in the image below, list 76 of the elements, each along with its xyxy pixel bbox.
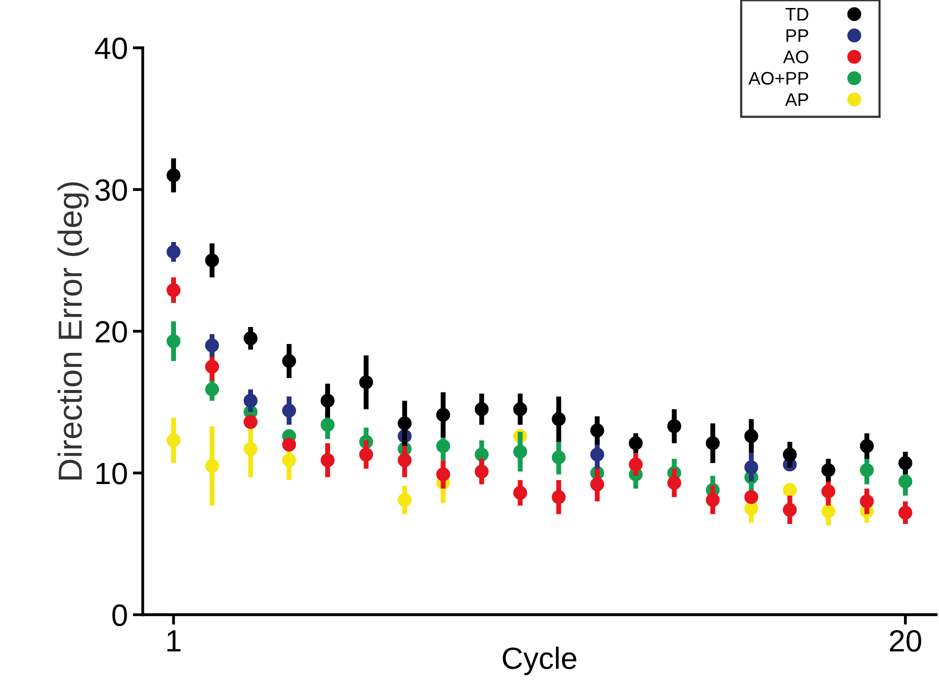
- point: [552, 412, 566, 426]
- point: [898, 506, 912, 520]
- point: [166, 433, 180, 448]
- point: [398, 453, 412, 468]
- point: [244, 331, 258, 346]
- point: [282, 354, 296, 368]
- point: [860, 463, 874, 478]
- point: [166, 168, 180, 182]
- point: [821, 484, 836, 498]
- point: [898, 456, 912, 470]
- y-tick-label: 0: [112, 604, 127, 626]
- point: [782, 502, 797, 517]
- point: [782, 448, 797, 462]
- point: [436, 467, 450, 482]
- point: [205, 360, 220, 374]
- point: [513, 444, 528, 459]
- point: [590, 477, 604, 492]
- point: [513, 486, 528, 500]
- point: [821, 504, 836, 518]
- y-tick-label: 30: [95, 179, 127, 201]
- legend-label: PP: [786, 29, 808, 42]
- point: [244, 415, 258, 429]
- legend-label: TD: [785, 8, 808, 20]
- legend-label: AO: [783, 50, 808, 64]
- point: [282, 453, 296, 468]
- point: [205, 338, 220, 352]
- point: [821, 463, 836, 478]
- point: [667, 476, 682, 490]
- point: [166, 334, 180, 348]
- y-tick-label: 20: [96, 320, 127, 343]
- point: [474, 448, 489, 462]
- point: [552, 490, 566, 504]
- point: [398, 416, 412, 430]
- point: [398, 492, 412, 507]
- point: [474, 402, 489, 416]
- x-axis-title: Cycle: [502, 646, 576, 676]
- point: [436, 408, 450, 422]
- point: [744, 490, 758, 504]
- point: [706, 492, 720, 507]
- point: [205, 458, 220, 473]
- point: [282, 404, 296, 418]
- point: [628, 436, 643, 450]
- point: [359, 375, 374, 390]
- point: [590, 448, 604, 462]
- point: [166, 283, 180, 298]
- point: [860, 439, 874, 453]
- legend-label: AO+PP: [748, 72, 808, 85]
- point: [744, 429, 758, 444]
- point: [513, 402, 528, 416]
- point: [244, 442, 258, 456]
- y-tick-label: 40: [94, 38, 127, 60]
- point: [436, 439, 450, 453]
- point: [898, 474, 912, 488]
- point: [744, 460, 758, 474]
- point: [282, 438, 296, 452]
- point: [744, 501, 758, 516]
- point: [552, 450, 566, 464]
- point: [706, 436, 720, 450]
- point: [359, 448, 374, 462]
- point: [205, 382, 220, 396]
- point: [474, 464, 489, 479]
- point: [667, 419, 682, 434]
- point: [782, 483, 797, 497]
- legend-label: AP: [785, 93, 808, 106]
- point: [590, 424, 604, 438]
- x-tick-label: 1: [167, 630, 181, 652]
- point: [320, 394, 335, 408]
- point: [320, 453, 335, 468]
- point: [244, 394, 258, 408]
- y-tick-label: 10: [96, 462, 127, 484]
- point: [860, 494, 874, 508]
- point: [320, 418, 335, 432]
- point: [628, 458, 643, 472]
- point: [166, 244, 180, 259]
- point: [205, 253, 220, 268]
- y-axis-title: Direction Error (deg): [58, 182, 89, 480]
